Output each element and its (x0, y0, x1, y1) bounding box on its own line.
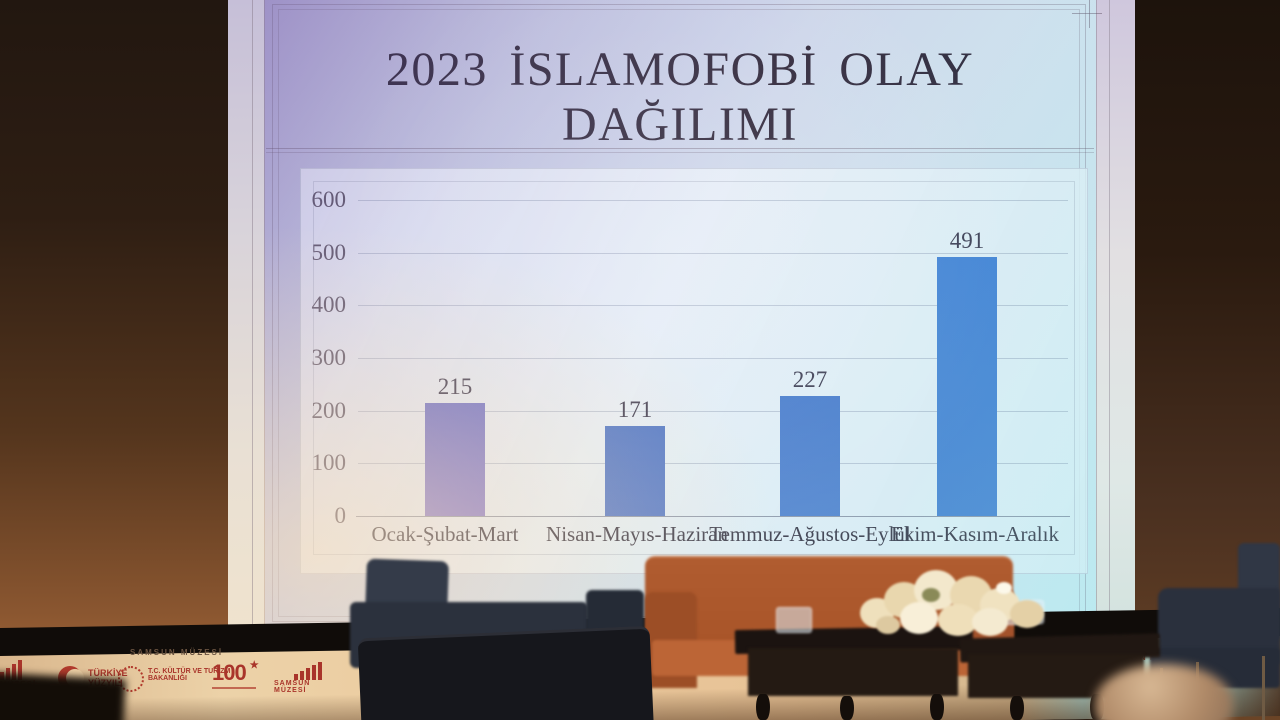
right-chair-leg (1262, 656, 1265, 720)
y-tick-200: 200 (311, 398, 347, 423)
left-wall (0, 0, 233, 720)
bar-value-label: 215 (437, 374, 473, 399)
y-tick-100: 100 (311, 450, 347, 475)
frame-corner-ornament-v (1089, 0, 1090, 28)
banner-strip-label: SAMSUN MÜZESİ (130, 648, 224, 657)
samsun-muzesi-logo: SAMSUN MÜZESİ (274, 662, 344, 694)
frame-corner-ornament-h (1072, 13, 1102, 14)
bar-rect-q2 (605, 426, 665, 516)
y-tick-0: 0 (334, 503, 347, 528)
table-leg (840, 696, 854, 720)
slide-title: 2023 İSLAMOFOBİ OLAY DAĞILIMI (385, 43, 975, 151)
star-icon: ★ (249, 660, 259, 671)
y-tick-400: 400 (311, 292, 347, 317)
table-leg (756, 694, 770, 720)
ministry-label-line2: BAKANLIĞI (148, 675, 187, 682)
coffee-table-skirt (748, 648, 958, 696)
laptop-lid (357, 625, 655, 720)
foreground-shadow (0, 672, 126, 720)
bar-value-label: 171 (617, 397, 653, 422)
centenary-tagline-line (212, 687, 256, 689)
screen-frame-right (1096, 0, 1135, 640)
x-axis-line (356, 516, 1070, 517)
samsun-bars-icon (274, 662, 344, 680)
bar-rect-q1 (425, 403, 485, 516)
title-divider (266, 148, 1094, 149)
samsun-muzesi-label: SAMSUN MÜZESİ (274, 680, 311, 694)
turkiye-label-line1: TÜRKİYE (88, 668, 128, 678)
bar-value-label: 227 (792, 367, 828, 392)
y-tick-500: 500 (311, 240, 347, 265)
centenary-number: 100 (212, 660, 247, 685)
y-tick-600: 600 (311, 187, 347, 212)
centenary-logo: 100 ★ (212, 660, 259, 689)
bar-rect-q4 (937, 257, 997, 516)
bar-q3: 227 (780, 367, 840, 516)
title-divider-inner (266, 152, 1094, 153)
x-label-q1: Ocak-Şubat-Mart (371, 522, 519, 546)
table-leg (930, 694, 944, 720)
bar-rect-q3 (780, 396, 840, 516)
ministry-label-line1: T.C. KÜLTÜR VE TURİZM (148, 668, 231, 675)
audience-head (1095, 664, 1233, 720)
x-label-q4: Ekim-Kasım-Aralık (891, 522, 1059, 546)
water-glass (776, 607, 812, 633)
bar-q2: 171 (605, 397, 665, 516)
table-leg (1010, 696, 1024, 720)
bar-value-label: 491 (949, 228, 985, 253)
y-tick-300: 300 (311, 345, 347, 370)
gridline-600 (358, 200, 1068, 201)
flower-bouquet (856, 568, 1052, 644)
screen-frame-left (228, 0, 265, 648)
bar-q4: 491 (937, 228, 997, 516)
bar-q1: 215 (425, 374, 485, 516)
